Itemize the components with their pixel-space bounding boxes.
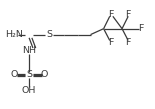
Text: O: O [41,70,48,79]
Text: NH: NH [22,46,36,55]
Text: F: F [109,38,114,47]
Text: F: F [126,10,131,19]
Text: F: F [126,38,131,47]
Text: O: O [10,70,18,79]
Text: OH: OH [22,86,36,95]
Text: S: S [46,30,52,39]
Text: H₂N: H₂N [5,30,23,39]
Text: F: F [109,10,114,19]
Text: F: F [138,24,143,33]
Text: S: S [26,70,32,79]
